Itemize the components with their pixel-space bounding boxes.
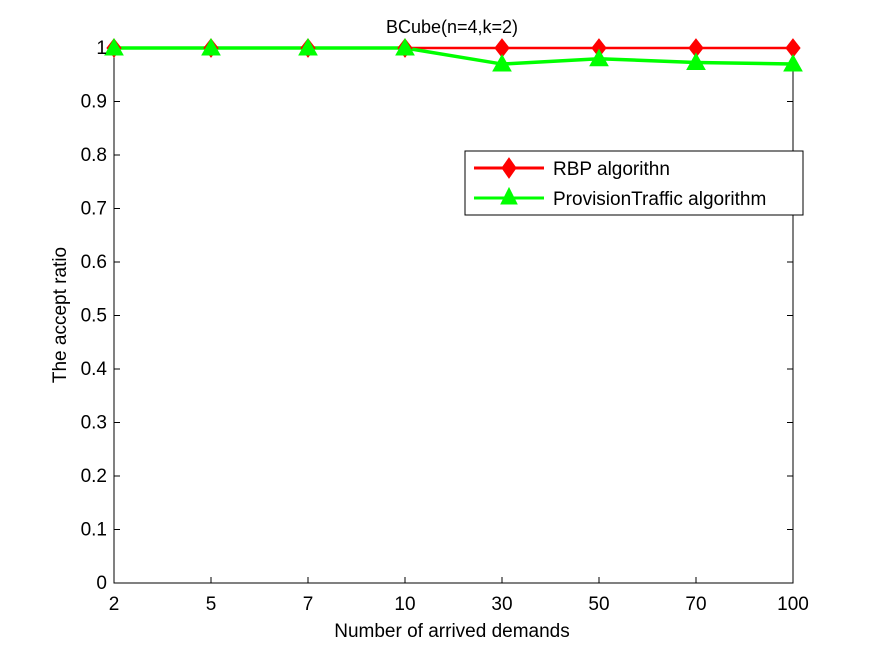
axes-box — [113, 47, 794, 584]
legend-marker-diamond — [501, 157, 517, 179]
x-tick-labels: 2 5 7 10 30 50 70 100 — [109, 594, 809, 615]
x-tick-label: 10 — [394, 594, 415, 615]
x-tick-label: 5 — [206, 594, 217, 615]
data-point-triangle — [298, 37, 318, 56]
series-line-provision-traffic — [114, 46, 794, 66]
x-tick-label: 30 — [491, 594, 512, 615]
y-tick-label: 0.1 — [81, 520, 107, 541]
y-tick-label: 0.5 — [81, 306, 107, 327]
y-tick-label: 0.8 — [81, 145, 107, 166]
x-tick-label: 2 — [109, 594, 120, 615]
legend-label-rbp: RBP algorithn — [553, 159, 670, 180]
y-tick-label: 0.7 — [81, 199, 107, 220]
x-tick-label: 7 — [303, 594, 314, 615]
x-axis-label: Number of arrived demands — [334, 621, 570, 642]
chart-title: BCube(n=4,k=2) — [386, 17, 518, 37]
legend: RBP algorithn ProvisionTraffic algorithm — [464, 150, 804, 216]
data-point-triangle — [589, 48, 609, 67]
legend-item-rbp: RBP algorithn — [474, 157, 670, 180]
legend-item-provision: ProvisionTraffic algorithm — [474, 186, 766, 210]
x-tick-label: 70 — [685, 594, 706, 615]
x-tick-label: 50 — [588, 594, 609, 615]
y-tick-labels: 0 0.1 0.2 0.3 0.4 0.5 0.6 0.7 0.8 0.9 1 — [81, 38, 108, 594]
y-tick-label: 0.2 — [81, 466, 107, 487]
x-tick-label: 100 — [777, 594, 809, 615]
legend-box — [464, 150, 804, 216]
data-point-triangle — [201, 37, 221, 56]
data-point-triangle — [104, 37, 124, 56]
y-tick-label: 0.3 — [81, 413, 107, 434]
y-axis-label: The accept ratio — [50, 247, 71, 383]
data-point-triangle — [395, 37, 415, 56]
y-tick-label: 0.9 — [81, 92, 107, 113]
legend-label-provision: ProvisionTraffic algorithm — [553, 189, 766, 210]
y-tick-label: 0 — [96, 573, 107, 594]
legend-marker-triangle — [500, 186, 518, 205]
data-point-triangle — [783, 54, 803, 72]
data-point-triangle — [686, 52, 706, 70]
y-tick-label: 0.6 — [81, 252, 107, 273]
plot-area — [104, 37, 803, 584]
y-tick-label: 0.4 — [81, 359, 108, 380]
series-layer — [104, 37, 803, 72]
y-tick-label: 1 — [96, 38, 107, 59]
data-point-triangle — [492, 54, 512, 72]
